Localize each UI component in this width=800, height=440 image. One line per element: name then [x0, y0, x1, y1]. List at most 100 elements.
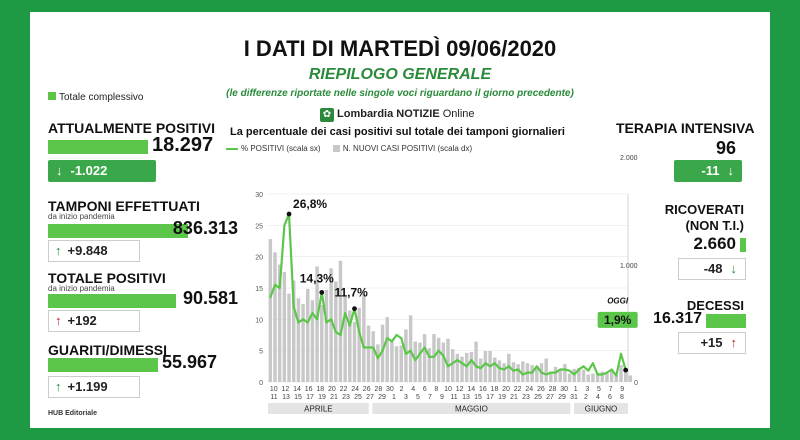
bar [296, 298, 301, 382]
bar [497, 360, 502, 382]
line-point [405, 352, 407, 355]
line-point [587, 369, 590, 372]
today-marker [623, 367, 629, 373]
line-point [606, 371, 608, 374]
line-point [559, 368, 562, 371]
line-point [456, 359, 459, 361]
peak-label: 26,8% [293, 197, 327, 211]
x-tick-label-alt: 19 [318, 394, 326, 401]
x-tick-label-alt: 2 [584, 394, 588, 401]
line-point [540, 371, 543, 374]
x-tick-label: 22 [340, 386, 348, 393]
bar [595, 372, 600, 382]
bar [544, 358, 548, 382]
x-tick-label-alt: 3 [404, 394, 408, 401]
tamponi-sub: da inizio pandemia [48, 212, 115, 221]
x-tick-label: 18 [491, 386, 499, 393]
legend-bar-swatch [332, 145, 340, 153]
x-tick-label: 12 [456, 386, 464, 393]
x-tick-label: 16 [305, 386, 313, 393]
totale-sub: da inizio pandemia [48, 284, 115, 293]
line-point [601, 373, 604, 376]
bar [320, 304, 324, 382]
bar [535, 367, 539, 382]
line-point [484, 362, 487, 365]
line-point [395, 334, 398, 336]
line-point [437, 349, 440, 352]
totale-value: 90.581 [182, 288, 238, 308]
arrow-down-icon: ↓ [56, 163, 63, 178]
bar [605, 373, 609, 382]
bar [352, 321, 357, 382]
line-point [521, 373, 524, 376]
line-point [554, 371, 557, 374]
positivi-delta: ↓ -1.022 [48, 160, 156, 182]
brand-name: Lombardia NOTIZIE [337, 108, 440, 120]
bar [394, 346, 399, 382]
x-tick-label: 8 [434, 386, 438, 393]
x-tick-label-alt: 27 [546, 394, 554, 401]
bar [277, 264, 282, 382]
line-point [470, 359, 473, 361]
arrow-up-icon: ↑ [730, 335, 738, 350]
bar [287, 293, 291, 382]
line-point [278, 287, 281, 289]
bar [422, 334, 427, 382]
line-point [367, 346, 370, 349]
line-point [526, 371, 529, 374]
line-point [358, 330, 361, 333]
line-point [620, 352, 622, 355]
ricoverati-label: RICOVERATI [664, 202, 744, 217]
bar [502, 363, 506, 382]
bar [301, 303, 305, 382]
month-label: GIUGNO [585, 405, 617, 414]
line-point [563, 368, 566, 371]
line-point [306, 321, 309, 324]
bar [549, 371, 553, 382]
brand-suffix: Online [442, 108, 475, 120]
terapia-label: TERAPIA INTENSIVA [616, 120, 755, 136]
x-tick-label: 30 [560, 386, 568, 393]
line-point [451, 362, 454, 365]
bar [291, 280, 296, 382]
line-point [582, 365, 585, 368]
line-point [433, 356, 435, 358]
x-tick-label: 12 [282, 386, 290, 393]
line-point [465, 365, 468, 368]
bar [464, 352, 469, 382]
line-point [475, 365, 477, 368]
y-tick-label: 0 [259, 380, 263, 387]
line-point [419, 352, 421, 355]
y-tick-label: 10 [255, 317, 263, 324]
x-tick-label: 10 [444, 386, 452, 393]
bar [273, 252, 277, 382]
x-tick-label-alt: 29 [378, 394, 386, 401]
line-point [311, 312, 314, 314]
bar [376, 344, 380, 382]
line-point [400, 337, 403, 340]
tamponi-value: 836.313 [172, 218, 238, 238]
bar [380, 324, 385, 382]
line-point [390, 340, 393, 343]
decessi-delta: +15 ↑ [678, 332, 746, 354]
bar [460, 356, 464, 382]
line-point [578, 368, 580, 371]
x-tick-label: 10 [270, 386, 278, 393]
bar [343, 296, 347, 382]
bar [567, 373, 572, 382]
bar [558, 368, 562, 382]
arrow-up-icon: ↑ [55, 313, 62, 328]
line-point [610, 368, 613, 371]
x-tick-label: 20 [502, 386, 510, 393]
x-tick-label-alt: 8 [620, 394, 624, 401]
x-tick-label-alt: 5 [416, 394, 420, 401]
bar [390, 341, 394, 382]
infographic-card: I DATI DI MARTEDÌ 09/06/2020 RIEPILOGO G… [30, 12, 770, 428]
footer-credit: HUB Editoriale [48, 410, 98, 417]
line-point [517, 368, 520, 371]
guariti-delta: ↑ +1.199 [48, 376, 140, 398]
bar [432, 334, 436, 382]
bar [408, 315, 413, 382]
x-tick-label: 2 [400, 386, 404, 393]
guariti-value: 55.967 [162, 352, 218, 372]
